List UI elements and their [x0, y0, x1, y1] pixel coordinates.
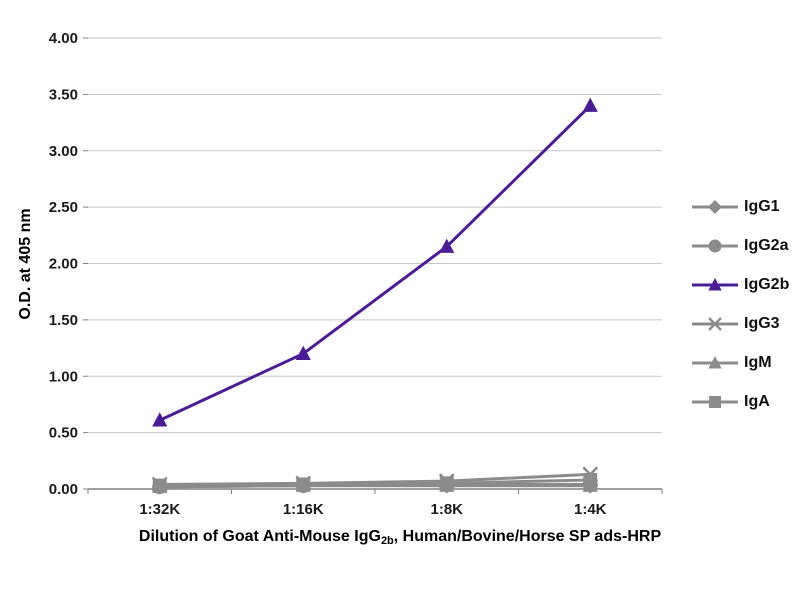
legend: IgG1 IgG2a IgG2b IgG3 IgM IgA — [692, 198, 789, 411]
legend-item-IgG2b: IgG2b — [692, 276, 789, 294]
y-tick-label: 2.00 — [49, 256, 78, 273]
legend-item-IgG2a: IgG2a — [692, 237, 789, 255]
legend-label: IgG2b — [744, 276, 790, 293]
x-marker — [708, 317, 722, 331]
y-tick-label: 0.50 — [49, 425, 78, 442]
legend-item-IgG1: IgG1 — [692, 198, 789, 216]
triangle-marker — [152, 412, 168, 427]
series-line — [159, 478, 591, 488]
legend-label: IgG2a — [744, 237, 789, 254]
x-axis-title: Dilution of Goat Anti-Mouse IgG2b, Human… — [0, 528, 800, 547]
square-marker — [583, 472, 598, 487]
square-marker — [709, 396, 721, 408]
series-IgG2b — [152, 97, 598, 427]
legend-label: IgG1 — [744, 198, 780, 215]
legend-label: IgG3 — [744, 315, 780, 332]
legend-item-IgG3: IgG3 — [692, 315, 789, 333]
y-tick-label: 1.00 — [49, 368, 78, 385]
legend-triangle-icon — [692, 356, 738, 369]
x-tick-label: 1:4K — [574, 501, 607, 518]
legend-square-icon — [692, 396, 738, 408]
y-tick-label: 3.50 — [49, 86, 78, 103]
legend-item-IgA: IgA — [692, 393, 789, 411]
series-IgA — [152, 472, 598, 493]
x-axis-title-text-2: , Human/Bovine/Horse SP ads-HRP — [393, 528, 662, 545]
triangle-marker — [708, 356, 722, 369]
x-axis-title-text-1: Dilution of Goat Anti-Mouse IgG — [138, 528, 381, 545]
y-tick-label: 1.50 — [49, 312, 78, 329]
y-tick-label: 2.50 — [49, 199, 78, 216]
x-axis-title-subscript: 2b — [380, 535, 394, 547]
square-marker — [296, 477, 311, 492]
y-tick-label: 0.00 — [49, 481, 78, 498]
legend-circle-icon — [692, 239, 738, 253]
triangle-marker — [295, 345, 311, 360]
legend-x-icon — [692, 317, 738, 331]
triangle-marker — [439, 238, 455, 253]
triangle-marker — [582, 97, 598, 112]
series-line — [159, 104, 592, 422]
y-axis-title: O.D. at 405 nm — [17, 208, 34, 320]
circle-marker — [708, 239, 722, 253]
series-IgG3 — [151, 466, 599, 493]
legend-label: IgM — [744, 354, 772, 371]
legend-item-IgM: IgM — [692, 354, 789, 372]
x-tick-label: 1:16K — [283, 501, 324, 518]
y-tick-label: 3.00 — [49, 143, 78, 160]
y-tick-label: 4.00 — [49, 30, 78, 47]
square-marker — [152, 478, 167, 493]
legend-diamond-icon — [692, 200, 738, 214]
legend-triangle-icon — [692, 278, 738, 291]
triangle-marker — [708, 278, 722, 291]
square-marker — [439, 476, 454, 491]
x-tick-label: 1:8K — [430, 501, 463, 518]
x-tick-label: 1:32K — [139, 501, 180, 518]
legend-label: IgA — [744, 393, 770, 410]
diamond-marker — [708, 200, 722, 214]
